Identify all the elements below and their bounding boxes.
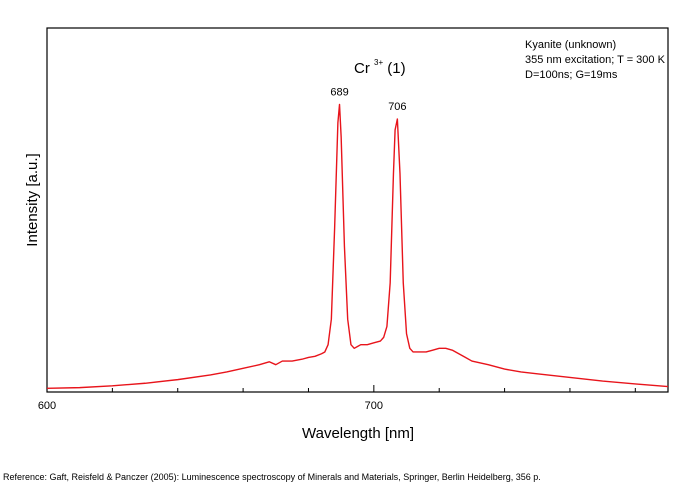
x-tick-label: 700: [365, 400, 383, 412]
peak-label: 706: [388, 101, 406, 113]
spectrum-chart: 600 700 689 706 Cr 3+ (1) Kyanite (unknown…: [24, 27, 669, 442]
x-axis-tick-labels: 600 700: [38, 400, 383, 412]
plot-frame: [46, 27, 669, 393]
y-axis-title: Intensity [a.u.]: [24, 153, 41, 246]
species-suffix: (1): [387, 60, 405, 77]
x-tick-label: 600: [38, 400, 56, 412]
info-line: D=100ns; G=19ms: [525, 69, 618, 81]
info-line: 355 nm excitation; T = 300 K: [525, 54, 666, 66]
reference-footnote: Reference: Gaft, Reisfeld & Panczer (200…: [3, 472, 541, 482]
species-label: Cr 3+ (1): [354, 52, 406, 77]
peak-label: 689: [330, 86, 348, 98]
x-axis-ticks: [46, 385, 636, 392]
series-line: [46, 103, 669, 390]
species-superscript: 3+: [374, 58, 383, 67]
info-line: Kyanite (unknown): [525, 39, 616, 51]
info-annotation: Kyanite (unknown) 355 nm excitation; T = …: [525, 39, 666, 81]
x-axis-title: Wavelength [nm]: [302, 425, 414, 442]
species-base: Cr: [354, 60, 370, 77]
peak-labels: 689 706: [330, 86, 406, 113]
